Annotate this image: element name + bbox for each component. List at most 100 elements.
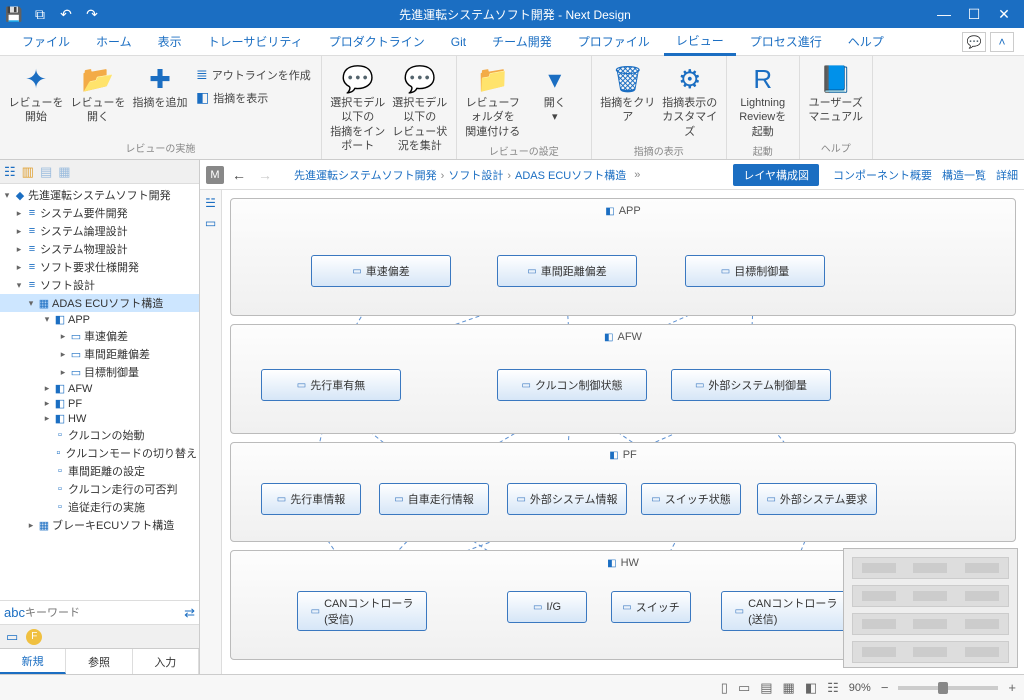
tree-item[interactable]: ▫追従走行の実施	[0, 498, 199, 516]
twisty-icon[interactable]: ▸	[58, 331, 68, 342]
twisty-icon[interactable]: ▾	[2, 190, 12, 201]
filter-icon[interactable]: ▥	[22, 164, 34, 180]
ribbon-button[interactable]: ⚙指摘表示のカスタマイズ	[660, 60, 720, 141]
tree-item[interactable]: ▫クルコン走行の可否判	[0, 480, 199, 498]
diagram-node[interactable]: ▭自車走行情報	[379, 483, 489, 515]
diagram-layer[interactable]: ◧AFW▭先行車有無▭クルコン制御状態▭外部システム制御量	[230, 324, 1016, 434]
breadcrumb[interactable]: 先進運転システムソフト開発	[294, 170, 437, 182]
model-tree[interactable]: ▾◆先進運転システムソフト開発▸≡システム要件開発▸≡システム論理設計▸≡システ…	[0, 184, 199, 600]
diagram-layer[interactable]: ◧PF▭先行車情報▭自車走行情報▭外部システム情報▭スイッチ状態▭外部システム要…	[230, 442, 1016, 542]
menu-チーム開発[interactable]: チーム開発	[480, 29, 564, 54]
tree-item[interactable]: ▸≡ソフト要求仕様開発	[0, 258, 199, 276]
filter-toggle-icon[interactable]: ⇄	[184, 605, 195, 621]
zoom-in-icon[interactable]: +	[1008, 680, 1016, 695]
sb-panel5-icon[interactable]: ◧	[805, 680, 817, 696]
twisty-icon[interactable]: ▸	[42, 413, 52, 424]
twisty-icon[interactable]: ▸	[26, 520, 36, 531]
twisty-icon[interactable]: ▸	[58, 349, 68, 360]
diagram-canvas[interactable]: ◧HW▭CANコントローラ(受信)▭I/G▭スイッチ▭CANコントローラ(送信)…	[222, 190, 1024, 674]
ribbon-button[interactable]: 📂レビューを開く	[68, 60, 128, 127]
diagram-node[interactable]: ▭先行車情報	[261, 483, 361, 515]
menu-表示[interactable]: 表示	[146, 29, 194, 54]
tree-item[interactable]: ▸◧HW	[0, 411, 199, 426]
view-link[interactable]: 詳細	[996, 170, 1018, 182]
menu-トレーサビリティ[interactable]: トレーサビリティ	[196, 29, 315, 54]
twisty-icon[interactable]: ▸	[42, 398, 52, 409]
tree-item[interactable]: ▸▦ブレーキECUソフト構造	[0, 516, 199, 534]
diagram-node[interactable]: ▭外部システム要求	[757, 483, 877, 515]
menu-プロファイル[interactable]: プロファイル	[566, 29, 662, 54]
ribbon-button[interactable]: 💬選択モデル以下の指摘をインポート	[328, 60, 388, 155]
twisty-icon[interactable]: ▾	[14, 280, 24, 291]
tree-item[interactable]: ▸▭目標制御量	[0, 363, 199, 381]
twisty-icon[interactable]: ▸	[14, 208, 24, 219]
gutter-tool1-icon[interactable]: ☱	[205, 196, 216, 210]
diagram-node[interactable]: ▭クルコン制御状態	[497, 369, 647, 401]
diagram-node[interactable]: ▭先行車有無	[261, 369, 401, 401]
menu-プロダクトライン[interactable]: プロダクトライン	[317, 29, 437, 54]
diagram-node[interactable]: ▭CANコントローラ(送信)	[721, 591, 851, 631]
menu-Git[interactable]: Git	[439, 31, 478, 53]
gutter-tool2-icon[interactable]: ▭	[205, 216, 216, 230]
search-input[interactable]	[25, 607, 184, 619]
tree-item[interactable]: ▸≡システム論理設計	[0, 222, 199, 240]
maximize-icon[interactable]: ☐	[960, 4, 988, 24]
diagram-node[interactable]: ▭外部システム情報	[507, 483, 627, 515]
tree-item[interactable]: ▸◧AFW	[0, 381, 199, 396]
tree-item[interactable]: ▾◧APP	[0, 312, 199, 327]
ribbon-button[interactable]: 📁レビューフォルダを関連付ける	[463, 60, 523, 141]
opt-icon[interactable]: ▦	[58, 164, 70, 180]
view-link[interactable]: 構造一覧	[942, 170, 986, 182]
twisty-icon[interactable]: ▸	[14, 262, 24, 273]
tree-item[interactable]: ▫クルコンモードの切り替え	[0, 444, 199, 462]
ribbon-button[interactable]: ▾開く▾	[525, 60, 585, 127]
menu-プロセス進行[interactable]: プロセス進行	[738, 29, 834, 54]
ribbon-button[interactable]: 💬選択モデル以下のレビュー状況を集計	[390, 60, 450, 155]
ribbon-button[interactable]: ✚指摘を追加	[130, 60, 190, 112]
tree-item[interactable]: ▫クルコンの始動	[0, 426, 199, 444]
tree-item[interactable]: ▾▦ADAS ECUソフト構造	[0, 294, 199, 312]
twisty-icon[interactable]: ▸	[58, 367, 68, 378]
collapse-ribbon-icon[interactable]: ˄	[990, 32, 1014, 52]
left-tab[interactable]: 参照	[66, 649, 132, 674]
sb-panel1-icon[interactable]: ▯	[721, 680, 728, 696]
diagram-node[interactable]: ▭車間距離偏差	[497, 255, 637, 287]
diagram-node[interactable]: ▭CANコントローラ(受信)	[297, 591, 427, 631]
tree-item[interactable]: ▸▭車速偏差	[0, 327, 199, 345]
new-window-icon[interactable]: ⧉	[32, 6, 48, 22]
close-icon[interactable]: ✕	[990, 4, 1018, 24]
diagram-node[interactable]: ▭車速偏差	[311, 255, 451, 287]
save-icon[interactable]: 💾	[6, 6, 22, 22]
diagram-node[interactable]: ▭外部システム制御量	[671, 369, 831, 401]
diagram-node[interactable]: ▭I/G	[507, 591, 587, 623]
zoom-out-icon[interactable]: −	[881, 680, 889, 695]
diagram-node[interactable]: ▭スイッチ状態	[641, 483, 741, 515]
ribbon-button[interactable]: 📘ユーザーズマニュアル	[806, 60, 866, 127]
minimize-icon[interactable]: —	[930, 4, 958, 24]
redo-icon[interactable]: ↷	[84, 6, 100, 22]
tree-item[interactable]: ▾◆先進運転システムソフト開発	[0, 186, 199, 204]
tree-item[interactable]: ▸▭車間距離偏差	[0, 345, 199, 363]
nav-back-icon[interactable]: ←	[228, 167, 250, 183]
twisty-icon[interactable]: ▸	[42, 383, 52, 394]
diagram-layer[interactable]: ◧APP▭車速偏差▭車間距離偏差▭目標制御量	[230, 198, 1016, 316]
panel-icon[interactable]: ▭	[6, 629, 18, 645]
nav-forward-icon[interactable]: →	[254, 167, 276, 183]
diagram-node[interactable]: ▭スイッチ	[611, 591, 691, 623]
ribbon-button[interactable]: 🗑指摘をクリア	[598, 60, 658, 127]
chat-icon[interactable]: 💬	[962, 32, 986, 52]
view-link[interactable]: コンポーネント概要	[833, 170, 932, 182]
tree-view-icon[interactable]: ☷	[4, 164, 16, 180]
breadcrumb[interactable]: ADAS ECUソフト構造	[515, 170, 626, 182]
sb-panel3-icon[interactable]: ▤	[760, 680, 772, 696]
refresh-icon[interactable]: ▤	[40, 164, 52, 180]
ribbon-small-button[interactable]: ◧指摘を表示	[192, 87, 315, 108]
undo-icon[interactable]: ↶	[58, 6, 74, 22]
flag-icon[interactable]: F	[26, 629, 42, 645]
tree-item[interactable]: ▸≡システム物理設計	[0, 240, 199, 258]
menu-ホーム[interactable]: ホーム	[84, 29, 144, 54]
left-tab[interactable]: 新規	[0, 649, 66, 674]
tree-item[interactable]: ▾≡ソフト設計	[0, 276, 199, 294]
twisty-icon[interactable]: ▾	[42, 314, 52, 325]
twisty-icon[interactable]: ▾	[26, 298, 36, 309]
